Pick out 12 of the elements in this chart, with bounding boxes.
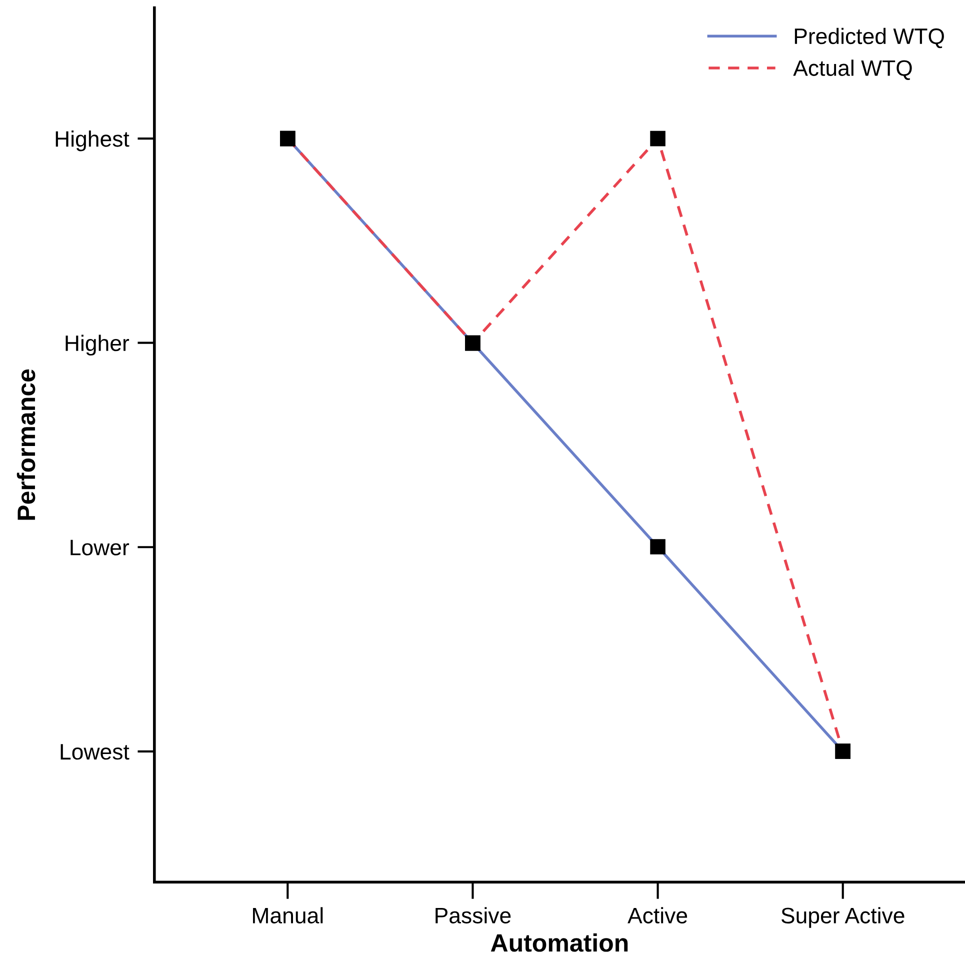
category-label: Lowest bbox=[60, 744, 130, 760]
legend-label: Predicted WTQ bbox=[794, 28, 944, 48]
category-label: Highest bbox=[56, 130, 130, 152]
x-tick-label: Passive bbox=[436, 907, 511, 924]
x-tick-label: Active bbox=[628, 907, 688, 924]
x-tick-label: Manual bbox=[253, 907, 323, 924]
y-axis-title: Performance bbox=[16, 369, 36, 520]
legend-label: Actual WTQ bbox=[793, 60, 912, 80]
category-label: Higher bbox=[66, 334, 130, 356]
category-label: Lower bbox=[70, 540, 130, 556]
x-tick-label: Super Active bbox=[781, 907, 904, 928]
x-axis-title: Automation bbox=[490, 933, 628, 952]
